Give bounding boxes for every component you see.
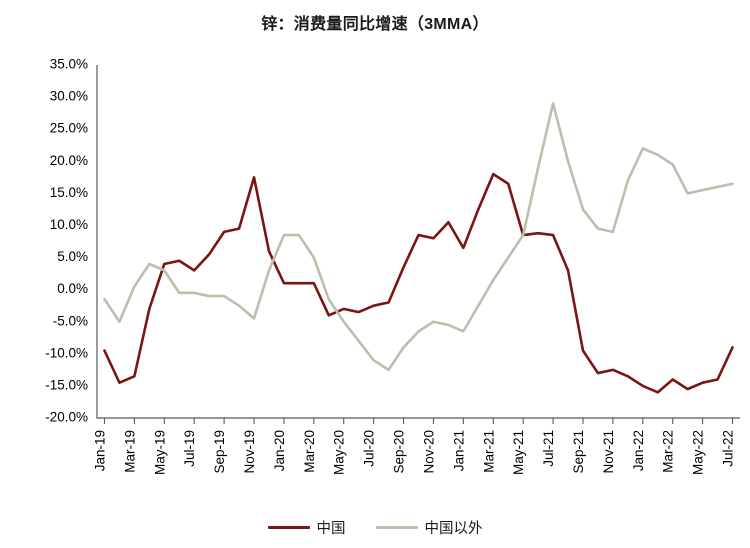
x-axis-tick-label: Jan-20: [272, 430, 287, 471]
y-axis-tick-label: -20.0%: [45, 410, 88, 425]
y-axis-tick-label: -5.0%: [53, 313, 88, 328]
x-axis-tick-label: Nov-21: [601, 430, 616, 474]
x-axis-tick-label: Sep-20: [392, 430, 407, 474]
x-axis-tick-label: Sep-19: [212, 430, 227, 474]
y-axis-tick-group: 35.0% 30.0% 25.0% 20.0% 15.0% 10.0% 5.0% 0.0% -5…: [45, 57, 88, 425]
x-axis-tick-label: May-21: [511, 430, 526, 475]
legend-swatch-icon: [267, 526, 310, 529]
data-series-group: [103, 102, 734, 394]
y-axis-tick-label: 0.0%: [57, 281, 88, 296]
x-axis-tick-label: Mar-19: [122, 430, 137, 473]
x-axis-tick-label: May-19: [152, 430, 167, 475]
legend-label: 中国: [316, 521, 346, 537]
x-axis-tick-label: Jan-21: [451, 430, 466, 471]
x-axis-tick-label: Jul-22: [721, 430, 736, 467]
y-axis-tick-label: 20.0%: [50, 153, 88, 168]
y-axis-tick-label: -10.0%: [45, 345, 88, 360]
y-axis-tick-label: 10.0%: [50, 217, 88, 232]
legend-item[interactable]: 中国: [267, 517, 346, 538]
y-axis-tick-label: 35.0%: [50, 57, 88, 72]
legend-swatch-icon: [375, 526, 418, 529]
x-axis-tick-label: Nov-20: [421, 430, 436, 474]
x-axis-tick-label: Nov-19: [242, 430, 257, 474]
legend-item[interactable]: 中国以外: [375, 517, 483, 538]
axis-line: [96, 65, 740, 419]
x-axis-tick-label: May-20: [332, 430, 347, 475]
x-axis-tick-label: Mar-20: [302, 430, 317, 473]
legend-label: 中国以外: [424, 521, 483, 537]
x-axis-tick-label: Jul-20: [362, 430, 377, 467]
x-axis-tick-label: Mar-21: [481, 430, 496, 473]
y-axis-tick-label: 15.0%: [50, 185, 88, 200]
x-axis-tick-label: May-22: [691, 430, 706, 475]
x-axis-tick-label: Jul-21: [541, 430, 556, 467]
x-axis-tick-label: Mar-22: [661, 430, 676, 473]
x-axis-tick-label: Jul-19: [182, 430, 197, 467]
x-axis-tick-label: Jan-22: [631, 430, 646, 471]
series-line-中国: [103, 172, 734, 394]
y-axis-tick-label: 5.0%: [57, 249, 88, 264]
y-axis-tick-label: -15.0%: [45, 377, 88, 392]
y-axis-tick-label: 25.0%: [50, 121, 88, 136]
x-axis-tick-group: Jan-19 Mar-19 May-19 Jul-19 Sep-19 Nov-19 Jan-…: [92, 418, 736, 475]
axis-lines: [96, 65, 740, 419]
chart-title: 锌：消费量同比增速（3MMA）: [261, 16, 489, 33]
series-line-中国以外: [103, 102, 734, 372]
x-axis-tick-label: Jan-19: [92, 430, 107, 471]
chart-legend: 中国 中国以外: [0, 517, 750, 538]
x-axis-tick-label: Sep-21: [571, 430, 586, 474]
y-axis-tick-label: 30.0%: [50, 89, 88, 104]
